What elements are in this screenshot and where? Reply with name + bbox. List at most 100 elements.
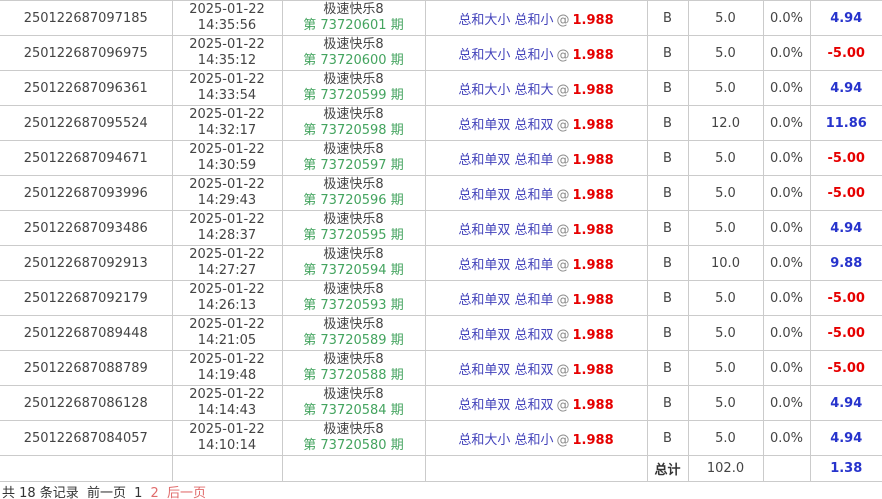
game-cell: 极速快乐8 第 73720596 期: [282, 175, 426, 211]
odds-value: 1.988: [572, 432, 614, 448]
table-row: 250122687092913 2025-01-22 14:27:27 极速快乐…: [0, 245, 882, 281]
game-cell: 极速快乐8 第 73720601 期: [282, 0, 426, 36]
bet-content: 总和单双 总和单: [458, 152, 554, 168]
rebate-value: 0.0%: [769, 185, 804, 201]
profit-cell: -5.00: [810, 280, 882, 316]
mode-cell: B: [647, 210, 689, 246]
profit-cell: 4.94: [810, 210, 882, 246]
bet-date: 2025-01-22: [189, 317, 265, 332]
at-symbol: @: [556, 12, 570, 28]
amount-value: 5.0: [715, 325, 736, 341]
odds-value: 1.988: [572, 152, 614, 168]
totals-amount: 102.0: [688, 455, 764, 482]
rebate-cell: 0.0%: [763, 70, 811, 106]
rebate-cell: 0.0%: [763, 350, 811, 386]
mode-value: B: [663, 290, 672, 306]
amount-value: 12.0: [711, 115, 740, 131]
bet-date: 2025-01-22: [189, 107, 265, 122]
table-row: 250122687096361 2025-01-22 14:33:54 极速快乐…: [0, 70, 882, 106]
mode-value: B: [663, 325, 672, 341]
bet-time: 14:27:27: [197, 263, 257, 278]
game-name: 极速快乐8: [323, 352, 384, 367]
game-name: 极速快乐8: [323, 422, 384, 437]
rebate-cell: 0.0%: [763, 105, 811, 141]
game-cell: 极速快乐8 第 73720594 期: [282, 245, 426, 281]
bet-content: 总和大小 总和小: [458, 12, 554, 28]
game-cell: 极速快乐8 第 73720599 期: [282, 70, 426, 106]
rebate-cell: 0.0%: [763, 140, 811, 176]
mode-cell: B: [647, 420, 689, 456]
amount-cell: 10.0: [688, 245, 764, 281]
mode-value: B: [663, 220, 672, 236]
rebate-value: 0.0%: [769, 115, 804, 131]
table-row: 250122687095524 2025-01-22 14:32:17 极速快乐…: [0, 105, 882, 141]
rebate-cell: 0.0%: [763, 420, 811, 456]
bet-date: 2025-01-22: [189, 352, 265, 367]
time-cell: 2025-01-22 14:27:27: [172, 245, 283, 281]
profit-cell: 4.94: [810, 0, 882, 36]
rebate-value: 0.0%: [769, 290, 804, 306]
period-number: 第 73720594 期: [303, 263, 404, 278]
bet-records-table: 250122687097185 2025-01-22 14:35:56 极速快乐…: [0, 0, 882, 482]
bet-content: 总和单双 总和双: [458, 327, 554, 343]
mode-cell: B: [647, 385, 689, 421]
prev-page: 前一页: [86, 486, 126, 499]
table-row: 250122687092179 2025-01-22 14:26:13 极速快乐…: [0, 280, 882, 316]
bet-cell: 总和单双 总和单 @1.988: [425, 175, 648, 211]
game-name: 极速快乐8: [323, 247, 384, 262]
order-id-cell: 250122687086128: [0, 385, 173, 421]
bet-content: 总和大小 总和小: [458, 432, 554, 448]
odds-value: 1.988: [572, 257, 614, 273]
order-id: 250122687096361: [23, 80, 148, 96]
time-cell: 2025-01-22 14:35:56: [172, 0, 283, 36]
bet-time: 14:30:59: [197, 158, 257, 173]
profit-cell: -5.00: [810, 315, 882, 351]
time-cell: 2025-01-22 14:33:54: [172, 70, 283, 106]
time-cell: 2025-01-22 14:14:43: [172, 385, 283, 421]
mode-cell: B: [647, 35, 689, 71]
game-name: 极速快乐8: [323, 282, 384, 297]
page-2-link[interactable]: 2: [150, 486, 159, 499]
amount-cell: 5.0: [688, 280, 764, 316]
at-symbol: @: [556, 292, 570, 308]
rebate-value: 0.0%: [769, 430, 804, 446]
bet-content: 总和大小 总和大: [458, 82, 554, 98]
rebate-cell: 0.0%: [763, 210, 811, 246]
bet-content: 总和单双 总和双: [458, 362, 554, 378]
amount-cell: 5.0: [688, 210, 764, 246]
order-id: 250122687086128: [23, 395, 148, 411]
profit-cell: 9.88: [810, 245, 882, 281]
amount-cell: 5.0: [688, 420, 764, 456]
game-cell: 极速快乐8 第 73720589 期: [282, 315, 426, 351]
rebate-value: 0.0%: [769, 150, 804, 166]
mode-value: B: [663, 255, 672, 271]
order-id: 250122687088789: [23, 360, 148, 376]
game-name: 极速快乐8: [323, 387, 384, 402]
bet-date: 2025-01-22: [189, 422, 265, 437]
mode-cell: B: [647, 175, 689, 211]
mode-value: B: [663, 115, 672, 131]
mode-value: B: [663, 185, 672, 201]
next-page-link[interactable]: 后一页: [166, 486, 206, 499]
totals-empty-cell: [425, 455, 648, 482]
odds-value: 1.988: [572, 187, 614, 203]
totals-profit: 1.38: [810, 455, 882, 482]
order-id-cell: 250122687089448: [0, 315, 173, 351]
bet-time: 14:14:43: [197, 403, 257, 418]
period-number: 第 73720588 期: [303, 368, 404, 383]
profit-cell: -5.00: [810, 140, 882, 176]
rebate-cell: 0.0%: [763, 0, 811, 36]
order-id: 250122687097185: [23, 10, 148, 26]
game-cell: 极速快乐8 第 73720593 期: [282, 280, 426, 316]
at-symbol: @: [556, 257, 570, 273]
rebate-cell: 0.0%: [763, 35, 811, 71]
amount-value: 5.0: [715, 290, 736, 306]
time-cell: 2025-01-22 14:10:14: [172, 420, 283, 456]
game-cell: 极速快乐8 第 73720588 期: [282, 350, 426, 386]
game-name: 极速快乐8: [323, 37, 384, 52]
rebate-value: 0.0%: [769, 360, 804, 376]
bet-time: 14:21:05: [197, 333, 257, 348]
table-row: 250122687096975 2025-01-22 14:35:12 极速快乐…: [0, 35, 882, 71]
mode-value: B: [663, 430, 672, 446]
odds-value: 1.988: [572, 117, 614, 133]
